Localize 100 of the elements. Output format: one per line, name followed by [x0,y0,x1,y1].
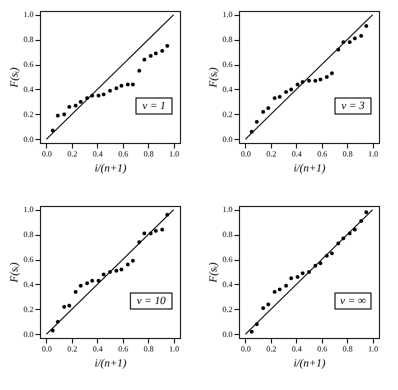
point [364,24,368,28]
point [50,128,55,132]
x-axis-title: i/(n+1) [294,162,326,174]
point [78,284,83,288]
annotation: ν = 10 [136,295,166,308]
y-tick-label: 0.4 [24,84,34,94]
point [330,71,334,76]
x-tick-label: 0.0 [42,150,52,158]
point [266,106,270,110]
x-tick-label: 1.0 [169,150,180,158]
point [131,82,135,86]
x-tick-label: 0.0 [240,344,251,354]
point [85,281,89,286]
point [272,96,277,100]
point [74,104,78,108]
y-tick-label: 0.6 [24,255,34,264]
x-tick-label: 0.4 [92,150,103,158]
point [137,68,142,73]
point [62,305,66,309]
point [78,100,83,104]
x-tick-label: 0.2 [67,344,78,354]
y-tick-label: 0.4 [24,280,34,289]
point [142,232,146,236]
y-tick-label: 1.0 [222,205,232,214]
point [284,90,288,94]
y-tick-label: 0.0 [222,330,232,339]
y-axis-title: F(sᵢ) [8,262,20,284]
x-tick-label: 1.0 [368,344,378,354]
x-tick-label: 1.0 [169,344,180,354]
point [324,75,329,79]
point [254,120,259,124]
y-tick-label: 0.2 [24,110,34,119]
point [250,330,254,334]
point [96,94,100,98]
x-tick-label: 0.6 [317,344,328,354]
x-tick-label: 0.8 [342,150,353,158]
x-tick-label: 0.6 [317,150,328,158]
point [261,110,266,114]
y-tick-label: 0.2 [222,110,232,119]
annotation: ν = 1 [142,100,166,112]
point [148,54,153,58]
y-axis-title: F(sᵢ) [208,262,220,284]
point [278,95,282,99]
y-tick-label: 0.8 [222,35,232,44]
point [96,278,100,283]
point [50,328,55,332]
x-tick-label: 0.2 [266,150,276,158]
y-tick-label: 0.0 [24,134,34,144]
point [330,251,334,256]
point [318,78,322,82]
annotation: ν = 3 [341,100,366,112]
y-tick-label: 0.0 [24,330,34,339]
x-tick-label: 0.2 [266,344,276,354]
y-tick-label: 0.4 [222,84,232,94]
point [142,58,146,62]
point [102,272,106,276]
point [296,275,300,279]
point [278,288,282,292]
point [272,290,277,294]
x-tick-label: 0.0 [240,150,251,158]
y-tick-label: 1.0 [24,10,34,20]
y-tick-label: 0.4 [222,280,232,289]
point [266,302,270,306]
point [352,36,357,40]
point [114,86,118,90]
point [296,82,300,86]
x-tick-label: 0.6 [118,150,128,158]
point [364,210,368,214]
point [120,268,124,272]
point [300,271,305,276]
y-tick-label: 0.2 [24,304,34,314]
point [108,88,112,93]
y-tick-label: 0.0 [222,134,232,144]
y-tick-label: 0.6 [222,255,232,264]
y-tick-label: 0.8 [222,230,232,240]
point [56,114,60,118]
y-tick-label: 0.6 [24,60,34,70]
y-tick-label: 0.2 [222,304,232,314]
point [318,261,322,266]
y-tick-label: 0.8 [24,230,34,240]
point [284,284,288,288]
y-axis-title: F(sᵢ) [8,67,20,89]
point [359,34,364,38]
x-tick-label: 0.4 [292,344,302,354]
x-tick-label: 0.4 [292,150,302,158]
x-tick-label: 0.8 [144,150,154,158]
y-axis-title: F(sᵢ) [208,67,220,89]
x-tick-label: 0.4 [92,344,103,354]
x-axis-title: i/(n+1) [94,358,127,370]
point [307,78,311,83]
point [160,228,164,232]
x-tick-label: 0.2 [67,150,78,158]
point [74,290,78,294]
point [289,88,294,92]
point [120,84,124,88]
point [165,44,170,48]
y-tick-label: 1.0 [24,205,34,214]
x-tick-label: 1.0 [368,150,378,158]
y-tick-label: 1.0 [222,10,232,20]
point [348,40,352,44]
